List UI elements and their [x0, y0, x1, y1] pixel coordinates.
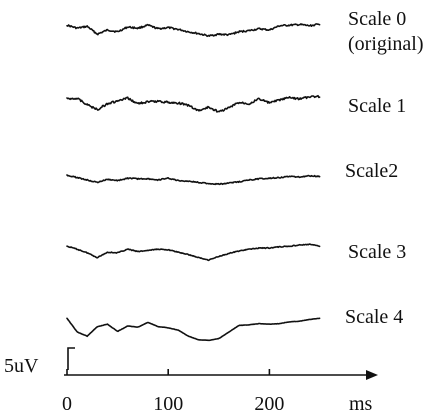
- trace-scale-3: [66, 243, 321, 262]
- series-label-3: Scale 3: [348, 241, 406, 263]
- amplitude-scale-bar: [67, 347, 75, 370]
- x-tick-label-0: 0: [62, 393, 72, 413]
- trace-scale-0: [66, 23, 321, 38]
- trace-scale-1: [66, 94, 321, 113]
- series-label-1: Scale 1: [348, 95, 406, 117]
- series-label-2: Scale2: [345, 160, 398, 182]
- x-axis-ticks: 0 100 200: [62, 369, 284, 413]
- trace-scale-4: [66, 317, 321, 342]
- trace-scale-2: [66, 174, 321, 186]
- x-tick-label-100: 100: [153, 393, 183, 413]
- series-label-0: Scale 0: [348, 8, 406, 30]
- series-label-0-line2: (original): [348, 33, 424, 55]
- scale-bar-label: 5uV: [4, 355, 39, 377]
- x-axis-arrowhead: [366, 370, 378, 380]
- series-label-4: Scale 4: [345, 306, 403, 328]
- traces-layer: [66, 23, 321, 342]
- x-axis-label: ms: [349, 393, 373, 413]
- series-labels: Scale 0 (original) Scale 1 Scale2 Scale 3 Sca…: [345, 8, 424, 328]
- x-tick-label-200: 200: [254, 393, 284, 413]
